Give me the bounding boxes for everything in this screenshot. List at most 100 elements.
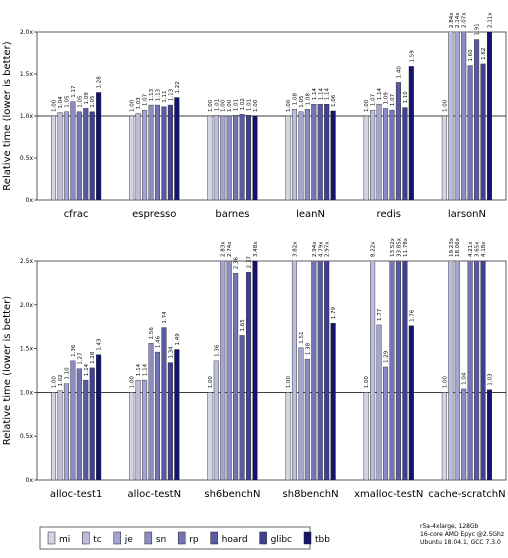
value-label: 1.14	[143, 363, 149, 376]
bar	[154, 351, 160, 480]
bar	[448, 261, 454, 480]
bar	[207, 115, 213, 200]
bar	[461, 32, 467, 200]
value-label: 11.78x	[403, 237, 409, 257]
value-label: 1.08	[305, 93, 311, 106]
bar	[486, 32, 493, 200]
bar	[174, 97, 180, 200]
value-label: 1.09	[84, 92, 90, 105]
value-label: 33.85x	[396, 237, 402, 257]
value-label: 1.08	[292, 93, 298, 106]
value-label: 1.13	[155, 88, 161, 101]
value-label: 1.05	[64, 95, 70, 108]
bar	[311, 104, 317, 200]
value-label: 1.00	[364, 376, 370, 389]
x-tick-label: xmalloc-testN	[354, 489, 423, 500]
bar	[213, 114, 219, 200]
bar	[480, 63, 486, 200]
value-label: 1.00	[286, 99, 292, 112]
bar	[376, 104, 382, 200]
value-label: 1.00	[130, 99, 136, 112]
bar	[408, 325, 414, 480]
value-label: 8.22x	[371, 241, 377, 257]
note: Ubuntu 18.04.1, GCC 7.3.0	[420, 539, 501, 546]
value-label: 1.07	[143, 93, 149, 106]
legend-box	[39, 526, 311, 550]
x-tick-label: alloc-test1	[50, 489, 102, 500]
bar	[76, 368, 82, 480]
bar	[220, 261, 226, 480]
bars	[50, 261, 493, 480]
bar	[370, 261, 376, 480]
bar	[467, 261, 473, 480]
bar	[474, 39, 480, 200]
value-label: 1.13	[168, 88, 174, 101]
x-tick-label: cfrac	[64, 209, 89, 220]
bar	[174, 349, 180, 480]
y-tick-label: 1.5x	[20, 346, 34, 353]
note: r5a-4xlarge, 128Gb	[420, 523, 479, 530]
value-label: 2.97x	[325, 241, 331, 257]
legend-label: tbb	[315, 535, 330, 545]
bar	[448, 32, 454, 200]
value-label: 1.43	[97, 338, 103, 351]
value-label: 1.36	[214, 344, 220, 357]
bar	[383, 108, 389, 200]
legend-label: tc	[93, 535, 102, 545]
value-label: 1.00	[208, 99, 214, 112]
bar	[129, 392, 135, 480]
bar	[148, 104, 154, 200]
value-label: 13.52x	[390, 237, 396, 257]
bar	[291, 109, 297, 200]
value-label: 1.46	[155, 335, 161, 348]
legend-swatch	[144, 531, 153, 545]
legend-label: hoard	[222, 535, 248, 545]
legend-label: sn	[156, 535, 166, 545]
legend-swatch	[113, 531, 122, 545]
legend-label: rp	[189, 535, 199, 545]
value-label: 1.28	[97, 76, 103, 89]
value-label: 1.00	[130, 376, 136, 389]
bar	[383, 366, 389, 480]
value-label: 1.29	[384, 350, 390, 363]
bar	[389, 261, 395, 480]
x-tick-label: barnes	[215, 209, 249, 220]
value-label: 1.27	[77, 352, 83, 365]
value-label: 3.48x	[253, 241, 259, 257]
bar	[50, 115, 57, 200]
value-label: 2.84x	[449, 12, 455, 28]
value-label: 1.13	[149, 88, 155, 101]
value-label: 1.05	[77, 95, 83, 108]
value-label: 1.60	[468, 49, 474, 62]
y-tick-label: 0x	[26, 197, 34, 204]
bar	[207, 392, 213, 480]
bar	[246, 114, 252, 200]
bar	[220, 115, 226, 200]
value-label: 1.91	[475, 23, 481, 35]
value-label: 1.01	[247, 99, 253, 111]
bar	[226, 115, 232, 200]
bar	[324, 104, 330, 200]
value-label: 1.00	[286, 376, 292, 389]
value-label: 4.21x	[468, 241, 474, 257]
x-tick-label: sh8benchN	[283, 489, 339, 500]
value-label: 2.07x	[462, 12, 468, 28]
bar	[389, 109, 395, 200]
value-label: 1.03	[136, 97, 142, 110]
bar	[96, 354, 102, 480]
bar	[454, 32, 460, 200]
value-label: 1.00	[227, 99, 233, 112]
bar	[167, 104, 173, 200]
bar	[142, 109, 148, 200]
value-label: 1.77	[377, 308, 383, 321]
bar	[70, 101, 76, 200]
value-label: 1.07	[390, 93, 396, 106]
value-label: 1.06	[331, 94, 337, 107]
bar	[298, 347, 304, 480]
y-tick-label: 2.0x	[20, 29, 34, 36]
value-label: 4.79x	[318, 241, 324, 257]
bar	[135, 113, 141, 200]
value-label: 1.65	[240, 319, 246, 332]
bars	[50, 32, 493, 200]
bar	[441, 115, 447, 200]
